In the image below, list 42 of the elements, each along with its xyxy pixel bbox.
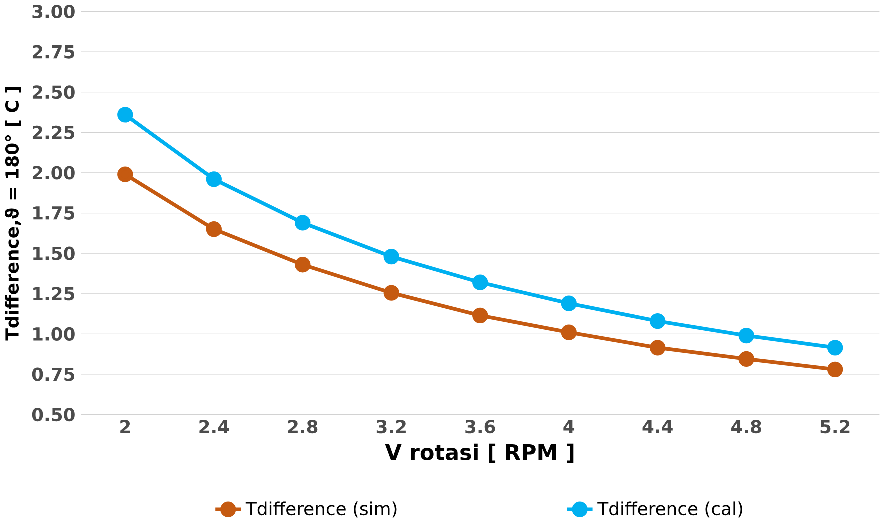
y-tick-label: 2.25 (32, 126, 75, 140)
y-tick-label: 3.00 (32, 5, 75, 19)
y-tick-label: 1.75 (34, 206, 75, 220)
point (561, 324, 577, 341)
point (118, 107, 134, 123)
legend-label: Tdifference (sim) (246, 502, 397, 518)
point (738, 352, 754, 368)
point (561, 296, 577, 312)
y-tick-label: 2.75 (32, 46, 75, 60)
x-tick-label: 5.2 (820, 420, 850, 434)
point (650, 340, 666, 356)
point (295, 215, 311, 232)
y-tick-label: 2.50 (32, 86, 75, 100)
legend-label: Tdifference (cal) (598, 502, 742, 518)
point (738, 328, 754, 344)
x-tick-label: 4.8 (732, 420, 762, 434)
point (828, 340, 844, 356)
x-tick-label: 4 (564, 420, 575, 434)
x-tick-label: 4.4 (642, 420, 673, 434)
point (472, 308, 488, 324)
y-tick-label: 1.25 (34, 287, 75, 301)
point (384, 285, 400, 302)
point (295, 257, 311, 273)
y-tick-label: 2.00 (32, 166, 75, 180)
point (118, 166, 134, 183)
point (828, 362, 844, 378)
x-axis-title: V rotasi [ RPM ] (385, 444, 574, 464)
y-tick-label: 0.50 (32, 408, 75, 422)
x-tick-label: 3.6 (466, 420, 496, 434)
point (206, 222, 222, 238)
y-axis-title: Tdifference,ϑ = 180° [ C ] (5, 88, 22, 341)
x-tick-label: 2.4 (200, 420, 230, 434)
y-tick-label: 0.75 (32, 368, 75, 382)
y-tick-label: 1.50 (34, 247, 75, 261)
x-tick-label: 2 (120, 420, 130, 434)
x-tick-label: 2.8 (288, 420, 318, 434)
x-tick-label: 3.2 (376, 420, 406, 434)
point (206, 172, 222, 188)
y-tick-label: 1.00 (34, 328, 75, 342)
point (650, 314, 666, 330)
point (384, 249, 400, 265)
point (472, 275, 488, 291)
